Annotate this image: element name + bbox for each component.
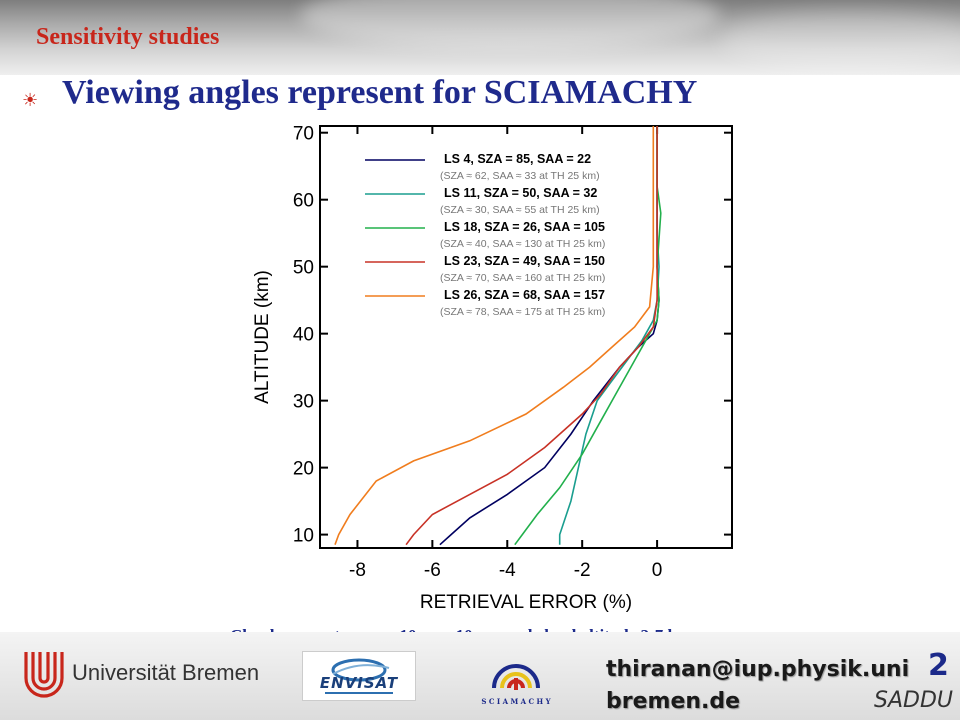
email-line-2[interactable]: bremen.de (606, 689, 741, 714)
y-tick-label: 50 (293, 258, 314, 279)
legend-note: (SZA ≈ 40, SAA ≈ 130 at TH 25 km) (440, 238, 605, 250)
section-title: Sensitivity studies (36, 24, 220, 50)
legend-label: LS 18, SZA = 26, SAA = 105 (444, 220, 605, 234)
legend-note: (SZA ≈ 62, SAA ≈ 33 at TH 25 km) (440, 170, 600, 182)
sky-cloud (720, 10, 960, 70)
series-line (334, 126, 655, 545)
y-axis-label: ALTITUDE (km) (252, 270, 273, 404)
sciamachy-logo-icon: S C I A M A C H Y (481, 664, 552, 706)
legend-note: (SZA ≈ 30, SAA ≈ 55 at TH 25 km) (440, 204, 600, 216)
legend-label: LS 4, SZA = 85, SAA = 22 (444, 152, 591, 166)
series-line (405, 126, 658, 546)
envisat-logo-icon: ENVISAT (302, 651, 416, 701)
y-tick-label: 40 (293, 325, 314, 346)
y-tick-label: 60 (293, 191, 314, 212)
sciamachy-text: S C I A M A C H Y (481, 697, 551, 706)
footer-bar (0, 632, 960, 720)
x-tick-label: -6 (424, 560, 441, 581)
x-axis-label: RETRIEVAL ERROR (%) (420, 592, 632, 613)
plot-frame (319, 125, 733, 549)
x-tick-label: -4 (499, 560, 516, 581)
y-tick-label: 20 (293, 459, 314, 480)
conference-name: SADDU (874, 688, 953, 713)
sky-cloud (300, 0, 720, 50)
series-line (514, 126, 662, 546)
email-line-1[interactable]: thiranan@iup.physik.uni (606, 657, 910, 682)
y-tick-label: 30 (293, 392, 314, 413)
legend-label: LS 26, SZA = 68, SAA = 157 (444, 288, 605, 302)
envisat-text: ENVISAT (320, 674, 399, 692)
x-tick-label: -8 (349, 560, 366, 581)
header-background (0, 0, 960, 75)
y-tick-label: 10 (293, 526, 314, 547)
contact-email[interactable]: thiranan@iup.physik.uni bremen.de (606, 654, 909, 718)
retrieval-error-chart: -8 -6 -4 -2 0 10 20 30 40 50 60 70 RETRIEVAL ERROR (… (252, 124, 733, 613)
legend-note: (SZA ≈ 70, SAA ≈ 160 at TH 25 km) (440, 272, 605, 284)
x-tick-label: 0 (652, 560, 663, 581)
slide-title: Viewing angles represent for SCIAMACHY (62, 74, 698, 111)
legend-label: LS 11, SZA = 50, SAA = 32 (444, 186, 597, 200)
y-tick-label: 70 (293, 124, 314, 145)
legend-label: LS 23, SZA = 49, SAA = 150 (444, 254, 605, 268)
university-name: Universität Bremen (72, 660, 260, 685)
legend-note: (SZA ≈ 78, SAA ≈ 175 at TH 25 km) (440, 306, 605, 318)
university-logo-icon (24, 652, 64, 698)
series-line (558, 126, 660, 545)
sun-bullet-icon: ☀ (22, 90, 39, 110)
x-tick-label: -2 (574, 560, 591, 581)
slide-number: 2 (928, 648, 949, 683)
